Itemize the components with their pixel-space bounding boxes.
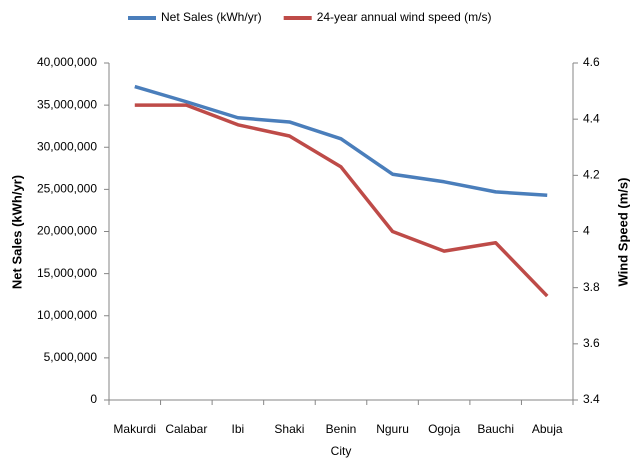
y-tick-label: 35,000,000 [37, 97, 97, 111]
x-tick-label: Ogoja [428, 422, 460, 436]
y2-tick-label: 4.6 [583, 55, 600, 69]
x-tick-label: Nguru [376, 422, 409, 436]
y2-tick-label: 4.2 [583, 168, 600, 182]
x-tick-label: Makurdi [113, 422, 156, 436]
y2-tick-label: 4 [583, 224, 590, 238]
x-tick-label: Bauchi [477, 422, 514, 436]
legend-label: Net Sales (kWh/yr) [161, 10, 262, 24]
x-tick-label: Benin [326, 422, 357, 436]
y2-tick-label: 3.6 [583, 336, 600, 350]
x-tick-label: Abuja [532, 422, 563, 436]
x-tick-label: Shaki [274, 422, 304, 436]
y2-tick-label: 4.4 [583, 111, 600, 125]
y-tick-label: 25,000,000 [37, 182, 97, 196]
y-tick-label: 20,000,000 [37, 224, 97, 238]
y2-tick-label: 3.8 [583, 280, 600, 294]
legend-label: 24-year annual wind speed (m/s) [317, 10, 492, 24]
y-axis-title: Net Sales (kWh/yr) [9, 175, 24, 289]
y-tick-label: 5,000,000 [44, 350, 98, 364]
y-tick-label: 40,000,000 [37, 55, 97, 69]
x-tick-label: Calabar [165, 422, 207, 436]
y-tick-label: 0 [90, 392, 97, 406]
y-tick-label: 30,000,000 [37, 139, 97, 153]
x-tick-label: Ibi [232, 422, 245, 436]
x-axis-title: City [331, 444, 352, 458]
series-line [134, 84, 548, 198]
series-line [134, 103, 549, 298]
y2-axis-title: Wind Speed (m/s) [615, 178, 630, 287]
y-tick-label: 15,000,000 [37, 266, 97, 280]
y-tick-label: 10,000,000 [37, 308, 97, 322]
y2-tick-label: 3.4 [583, 392, 600, 406]
